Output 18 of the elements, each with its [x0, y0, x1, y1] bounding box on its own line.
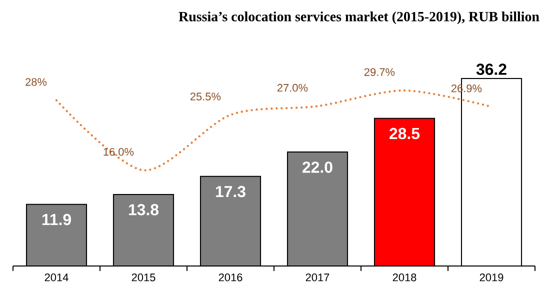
chart-title: Russia’s colocation services market (2015-2019), RUB billion [178, 12, 540, 24]
x-tick-label: 2015 [132, 274, 156, 282]
data-label: 36.2 [476, 64, 506, 75]
x-tick-label: 2018 [392, 274, 416, 282]
x-tick-label: 2016 [218, 274, 242, 282]
x-tick-label: 2014 [44, 274, 68, 282]
data-label: 22.0 [302, 162, 332, 173]
x-tick-label: 2019 [480, 274, 504, 282]
data-label: 17.3 [216, 186, 246, 198]
data-label: 16.0% [104, 148, 134, 156]
data-label: 13.8 [128, 204, 159, 216]
x-tick-label: 2017 [306, 274, 330, 282]
data-label: 27.0% [277, 84, 308, 92]
data-label: 25.5% [190, 92, 221, 100]
data-label: 28.5 [390, 128, 420, 140]
data-label: 29.7% [364, 68, 395, 76]
data-label: 11.9 [42, 214, 71, 226]
data-label: 28% [26, 78, 47, 86]
